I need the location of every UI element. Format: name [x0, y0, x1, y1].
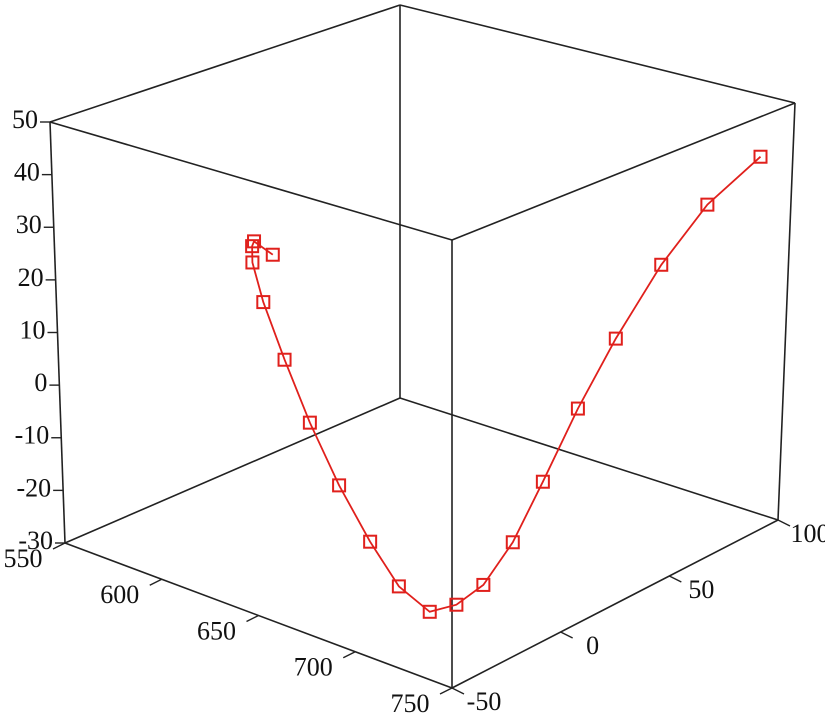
x-tick-label: 550: [4, 544, 43, 573]
data-point: [608, 331, 623, 346]
y-tick-label: 50: [688, 575, 714, 604]
data-point: [570, 401, 585, 416]
box-edge: [49, 121, 453, 241]
data-point: [654, 257, 669, 272]
data-point: [247, 234, 262, 249]
box-edge: [49, 4, 401, 123]
y-tick: [777, 519, 791, 527]
x-tick: [439, 687, 453, 695]
box-edge: [777, 102, 796, 521]
z-tick-label: -20: [16, 473, 51, 502]
data-point: [535, 474, 550, 489]
x-tick-label: 650: [197, 616, 236, 645]
data-point: [332, 478, 347, 493]
data-point: [422, 604, 437, 619]
z-tick-label: 10: [20, 315, 46, 344]
z-tick-label: 40: [14, 158, 40, 187]
x-tick: [149, 578, 163, 586]
z-tick-label: -30: [18, 526, 53, 555]
data-point: [449, 597, 464, 612]
data-point: [302, 415, 317, 430]
data-point: [700, 197, 715, 212]
x-tick: [342, 651, 356, 659]
box-edge: [451, 519, 779, 689]
data-point: [505, 535, 520, 550]
y-tick-label: 0: [586, 631, 599, 660]
data-point: [277, 352, 292, 367]
box-edge: [399, 4, 796, 104]
z-tick-label: 0: [34, 368, 47, 397]
data-point: [391, 579, 406, 594]
x-tick-label: 700: [294, 653, 333, 682]
data-point: [476, 577, 491, 592]
box-edge: [451, 102, 796, 241]
y-tick: [669, 575, 682, 583]
z-tick-label: 30: [16, 210, 42, 239]
y-tick-label: -50: [467, 687, 502, 716]
y-tick-label: 100: [791, 519, 825, 548]
x-tick: [52, 542, 66, 550]
box-edge: [64, 397, 401, 544]
data-point: [363, 534, 378, 549]
data-point: [245, 239, 260, 254]
x-tick-label: 600: [100, 580, 139, 609]
data-point: [245, 255, 260, 270]
z-tick-label: 20: [18, 263, 44, 292]
x-tick-label: 750: [391, 689, 430, 718]
box-edge: [399, 397, 779, 521]
data-point: [265, 247, 280, 262]
y-tick: [560, 631, 573, 639]
data-point: [256, 295, 271, 310]
x-tick: [246, 614, 259, 623]
z-tick-label: -10: [15, 421, 50, 450]
data-point: [753, 149, 768, 164]
y-tick: [451, 687, 465, 695]
z-tick-label: 50: [12, 105, 38, 134]
